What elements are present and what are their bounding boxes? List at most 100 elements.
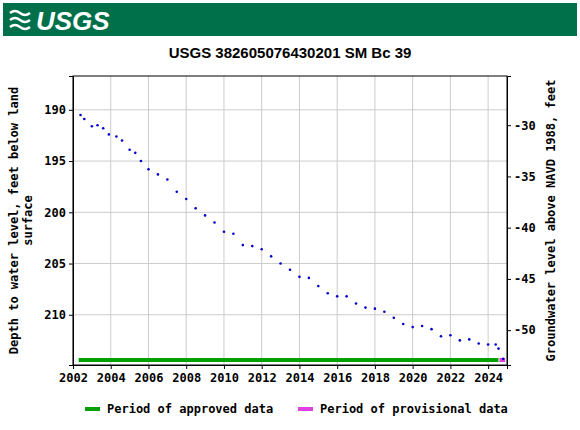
data-point xyxy=(223,230,226,233)
axis-line xyxy=(74,366,508,370)
tick-mark xyxy=(488,365,489,369)
tick-mark xyxy=(507,279,511,280)
y-axis: 190195200205210 xyxy=(44,77,73,366)
tick-mark xyxy=(507,330,511,331)
tick-label: 2022 xyxy=(436,371,465,385)
tick: 2014 xyxy=(285,365,314,385)
data-point xyxy=(108,133,111,136)
data-point xyxy=(79,114,82,117)
data-point xyxy=(402,323,405,326)
tick-label: -45 xyxy=(514,272,536,286)
logo-wave xyxy=(10,18,30,22)
legend-swatch xyxy=(85,407,100,411)
data-point xyxy=(298,276,301,279)
axis-line xyxy=(69,77,74,366)
header-text: USGS xyxy=(36,6,110,36)
data-point xyxy=(487,343,490,346)
data-point xyxy=(468,338,471,341)
data-point xyxy=(147,168,150,171)
tick-mark xyxy=(299,365,300,369)
title: USGS 382605076430201 SM Bc 39 xyxy=(169,44,412,61)
tick-label: 2006 xyxy=(135,371,164,385)
data-point xyxy=(326,292,329,295)
data-point xyxy=(157,173,160,176)
tick-label: 2002 xyxy=(59,371,88,385)
grid-line-x xyxy=(261,76,262,365)
tick-label: 2010 xyxy=(210,371,239,385)
grid-line-x xyxy=(148,76,149,365)
grid-line-y xyxy=(73,314,507,315)
grid-line-x xyxy=(337,76,338,365)
data-point xyxy=(279,262,282,265)
tick-mark xyxy=(507,176,511,177)
data-point xyxy=(213,221,216,224)
data-point xyxy=(166,178,169,181)
header-bar xyxy=(3,3,577,36)
tick-mark xyxy=(148,365,149,369)
data-point xyxy=(430,328,433,331)
data-point xyxy=(83,118,86,121)
grid-line-x xyxy=(450,76,451,365)
data-point xyxy=(502,358,505,361)
grid-line-y xyxy=(73,263,507,264)
tick-mark xyxy=(413,365,414,369)
data-point xyxy=(128,148,131,151)
grid-line-x xyxy=(488,76,489,365)
data-point xyxy=(270,255,273,258)
data-point xyxy=(477,342,480,345)
logo-wave xyxy=(10,25,30,29)
tick-label: 195 xyxy=(44,154,66,168)
data-point xyxy=(355,302,358,305)
tick-label: 205 xyxy=(44,257,66,271)
tick: 2008 xyxy=(172,365,201,385)
data-point xyxy=(96,124,99,127)
tick: 2018 xyxy=(361,365,390,385)
tick-label: 2004 xyxy=(97,371,126,385)
data-point xyxy=(494,343,497,346)
data-point xyxy=(449,334,452,337)
tick-label: -35 xyxy=(514,170,536,184)
y-axis-title: surface xyxy=(21,195,35,246)
tick: 2004 xyxy=(97,365,126,385)
data-point xyxy=(232,233,235,236)
data-point xyxy=(440,335,443,338)
chart: USGS USGS 382605076430201 SM Bc 39 2002 200… xyxy=(0,0,580,430)
tick-label: 2016 xyxy=(323,371,352,385)
tick-mark xyxy=(69,315,73,316)
logo xyxy=(10,11,30,29)
tick: 2022 xyxy=(436,365,465,385)
tick: 2010 xyxy=(210,365,239,385)
axis-line xyxy=(508,77,512,366)
tick-mark xyxy=(69,212,73,213)
data-point xyxy=(317,285,320,288)
legend: Period of approved dataPeriod of provisi… xyxy=(85,402,508,416)
data-point xyxy=(102,127,105,130)
data-point xyxy=(421,325,424,328)
tick-mark xyxy=(375,365,376,369)
data-point xyxy=(364,306,367,309)
data-point xyxy=(185,198,188,201)
grid xyxy=(73,76,507,365)
data-point xyxy=(260,248,263,251)
tick-mark xyxy=(69,264,73,265)
y-axis-title: Depth to water level, feet below land xyxy=(7,87,21,354)
tick: 190 xyxy=(44,103,73,117)
grid-line-x xyxy=(412,76,413,365)
tick-mark xyxy=(224,365,225,369)
tick-label: -30 xyxy=(514,119,536,133)
tick-mark xyxy=(450,365,451,369)
tick-label: 2012 xyxy=(248,371,277,385)
tick-label: -40 xyxy=(514,221,536,235)
data-point xyxy=(91,125,94,128)
legend-label: Period of approved data xyxy=(107,402,273,416)
data-point xyxy=(345,295,348,298)
data-point xyxy=(121,139,124,142)
tick: 2012 xyxy=(248,365,277,385)
data-point xyxy=(175,191,178,194)
tick-label: 2020 xyxy=(399,371,428,385)
tick-mark xyxy=(186,365,187,369)
data-point xyxy=(392,317,395,320)
tick: -40 xyxy=(507,221,536,235)
data-point xyxy=(459,339,462,342)
data-point xyxy=(308,277,311,280)
